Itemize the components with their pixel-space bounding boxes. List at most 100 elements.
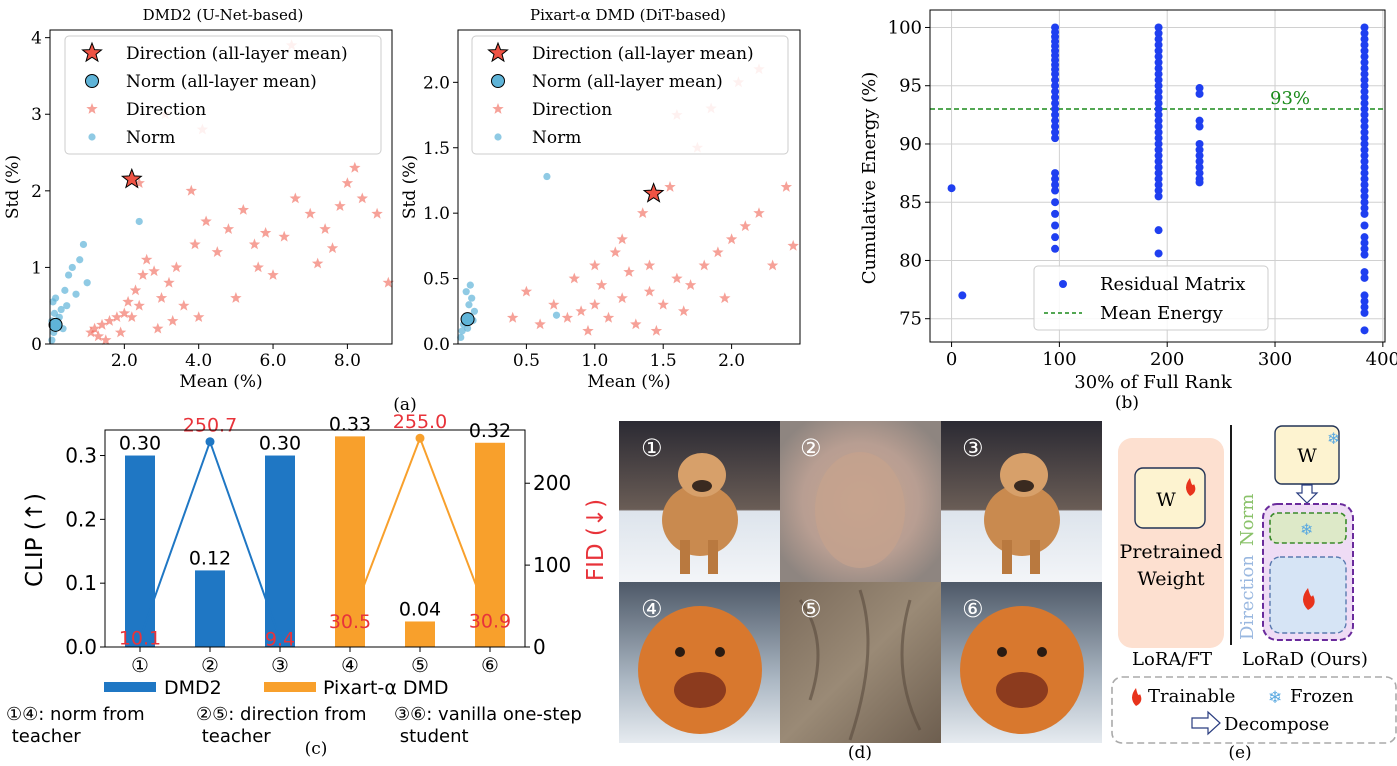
- direction-point: [85, 326, 97, 338]
- legend-e-box: [1111, 676, 1397, 744]
- residual-point: [1195, 157, 1204, 166]
- x-tick-label: ⑤: [411, 653, 429, 677]
- x-tick-label: 8.0: [334, 351, 361, 371]
- residual-point: [1154, 122, 1163, 131]
- direction-point: [575, 305, 587, 317]
- snowflake-icon: ❄: [1327, 429, 1340, 448]
- chart-c-ylabel: CLIP (↑): [22, 493, 48, 587]
- direction-point: [561, 311, 574, 323]
- norm-point: [49, 298, 57, 306]
- direction-point: [520, 285, 533, 297]
- residual-point: [1051, 116, 1060, 125]
- direction-point: [616, 292, 628, 304]
- direction-point: [189, 238, 201, 250]
- residual-point: [1360, 87, 1369, 96]
- direction-point: [657, 298, 669, 310]
- direction-point: [589, 298, 601, 310]
- residual-point: [1360, 303, 1369, 312]
- norm-point: [79, 240, 88, 249]
- residual-point: [1154, 35, 1163, 44]
- lorad-label: LoRaD (Ours): [1242, 649, 1368, 670]
- chart-a2-xlabel: Mean (%): [587, 372, 670, 392]
- direction-point: [152, 322, 164, 334]
- legend-norm-mean-icon: [85, 74, 99, 88]
- residual-point: [1360, 221, 1369, 230]
- residual-point: [1154, 87, 1163, 96]
- direction-point: [122, 295, 134, 307]
- legend-decompose: Decompose: [1224, 714, 1329, 735]
- residual-point: [1154, 151, 1163, 160]
- x-tick-label: ①: [131, 653, 149, 677]
- label-c: (c): [305, 739, 328, 759]
- residual-point: [1051, 180, 1060, 189]
- norm-point: [72, 290, 80, 298]
- direction-point: [595, 279, 608, 290]
- residual-point: [1360, 169, 1369, 178]
- residual-point: [1360, 145, 1369, 154]
- panel-b: 0 100 200 300 400 75 80 85 90 95 100 93% 30% of Fu…: [859, 9, 1397, 393]
- clip-value-label: 0.30: [119, 433, 161, 455]
- norm-point: [463, 324, 472, 332]
- residual-point: [1154, 23, 1163, 32]
- residual-point: [1051, 221, 1060, 230]
- a2-legend-2: Direction: [532, 100, 612, 120]
- residual-point: [1360, 297, 1369, 306]
- chart-a1-title: DMD2 (U-Net-based): [143, 6, 304, 24]
- direction-point: [623, 266, 635, 277]
- label-d: (d): [848, 743, 872, 763]
- b-legend-0: Residual Matrix: [1100, 274, 1245, 295]
- residual-point: [1360, 46, 1369, 55]
- norm-label: Norm: [1237, 494, 1258, 546]
- direction-point: [548, 298, 560, 310]
- y-tick-label: 1.5: [423, 139, 450, 159]
- x-tick-label: 0.5: [513, 351, 540, 371]
- direction-point: [252, 261, 264, 273]
- direction-point: [137, 269, 149, 280]
- residual-point: [1154, 249, 1163, 258]
- residual-point: [1051, 93, 1060, 102]
- direction-point: [341, 177, 354, 188]
- norm-point: [61, 286, 69, 294]
- direction-point: [140, 253, 153, 265]
- norm-point: [552, 311, 561, 319]
- y-tick-label: 4: [31, 29, 42, 49]
- pretrained-label-1: Pretrained: [1120, 541, 1223, 563]
- image-3: [941, 421, 1102, 582]
- image-mark-2: ②: [800, 434, 822, 462]
- residual-point: [1360, 209, 1369, 218]
- direction-point: [133, 177, 145, 188]
- chart-a1-legend: Direction (all-layer mean) Norm (all-lay…: [64, 35, 382, 155]
- image-mark-6: ⑥: [962, 595, 984, 623]
- residual-point: [1051, 75, 1060, 84]
- fid-point: [415, 433, 425, 443]
- clip-bar: [475, 442, 505, 647]
- image-5: [780, 582, 941, 743]
- residual-point: [1360, 233, 1369, 242]
- image-mark-4: ④: [641, 595, 663, 623]
- clip-bar: [335, 436, 365, 647]
- y-tick-label: 100: [888, 17, 922, 38]
- image-2: [780, 421, 941, 582]
- residual-point: [1051, 128, 1060, 137]
- residual-point: [1360, 139, 1369, 148]
- panel-e: W Pretrained Weight W ❄ ❄ Norm Direction…: [1111, 425, 1397, 744]
- norm-point: [465, 301, 473, 309]
- direction-point: [200, 215, 212, 227]
- residual-point: [1195, 169, 1204, 178]
- y2-tick-label: 200: [533, 471, 571, 495]
- legend-trainable: Trainable: [1148, 686, 1235, 707]
- norm-snowflake-icon: ❄: [1300, 520, 1313, 539]
- residual-point: [1051, 105, 1060, 114]
- c-legend-dmd2-swatch: [104, 682, 156, 692]
- residual-point: [1360, 268, 1369, 277]
- pretrained-label-2: Weight: [1137, 568, 1205, 590]
- y-tick-label: 95: [899, 76, 922, 97]
- direction-point: [664, 181, 676, 192]
- norm-mean-marker: [460, 312, 475, 327]
- residual-point: [1360, 291, 1369, 300]
- y2-tick-label: 100: [533, 553, 571, 577]
- residual-point: [1154, 116, 1163, 125]
- legend-arrow-icon: [1191, 710, 1221, 736]
- c-note-3: ③⑥: vanilla one-step student: [394, 704, 582, 747]
- image-4: [619, 582, 780, 743]
